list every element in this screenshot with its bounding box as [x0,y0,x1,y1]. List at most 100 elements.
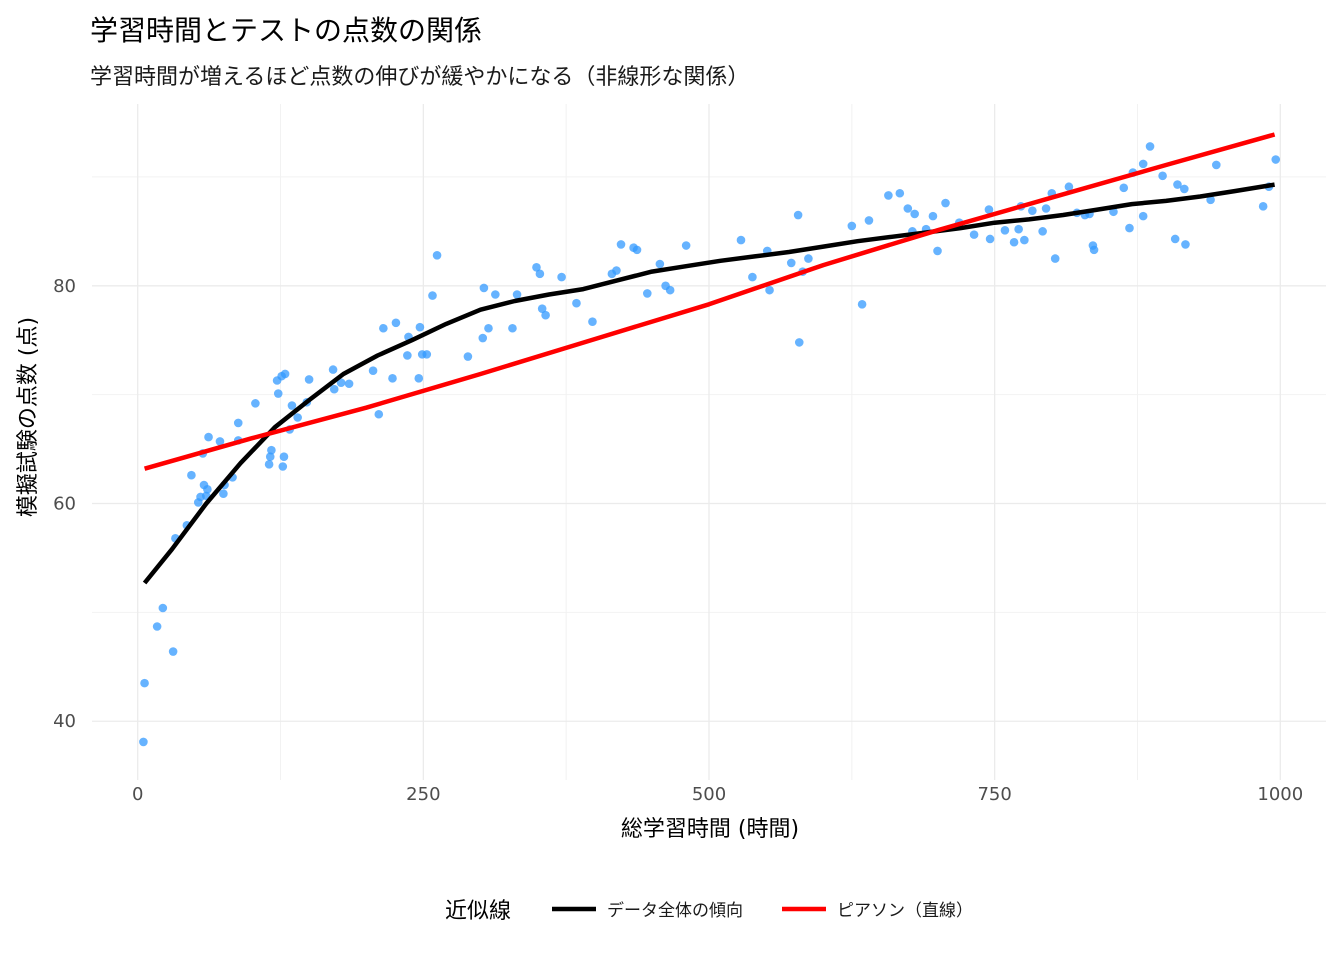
data-point [273,389,283,398]
data-point [541,310,550,320]
data-point [537,304,547,313]
data-point [203,485,212,494]
data-point [665,285,675,295]
data-point [1271,155,1281,164]
data-point [512,290,522,299]
x-tick-label: 500 [692,784,726,805]
data-point [158,603,168,613]
y-tick-label: 80 [53,276,76,297]
data-point [293,413,302,422]
data-point [491,290,500,299]
x-tick-label: 0 [132,784,143,805]
data-point [969,230,979,239]
data-point [304,375,314,384]
data-point [748,272,757,282]
data-point [643,289,652,298]
data-point [794,338,804,347]
data-point [479,283,489,293]
data-point [204,432,213,442]
data-point [1041,204,1051,213]
data-point [535,269,545,279]
data-point [187,470,196,480]
data-point [616,240,626,249]
data-point [1050,254,1060,263]
data-point [1089,245,1099,255]
x-tick-label: 750 [977,784,1011,805]
data-point [379,323,388,333]
data-point [910,209,919,219]
data-point [415,322,425,332]
data-point [329,384,339,394]
data-point [857,299,867,309]
data-point [391,318,401,328]
data-point [344,379,354,389]
y-tick-label: 40 [53,711,76,732]
data-point [1173,180,1182,189]
data-point [1020,235,1029,245]
legend-title: 近似線 [445,899,511,924]
data-point [233,418,243,428]
legend-label-overall: データ全体の傾向 [607,900,743,921]
trend-line-overall [142,182,1275,585]
data-point [847,221,857,231]
data-point [655,259,665,269]
data-point [140,678,149,688]
data-point [588,317,597,327]
data-point [1206,195,1215,205]
grid-major [92,104,1326,780]
data-point [1258,202,1268,211]
data-points [139,142,1281,747]
data-point [572,298,581,308]
data-point [1028,206,1037,215]
data-point [1038,227,1047,236]
data-point [463,352,473,361]
y-tick-label: 60 [53,494,76,515]
data-point [414,374,424,383]
data-point [168,647,178,656]
chart-subtitle: 学習時間が増えるほど点数の伸びが緩やかになる（非線形な関係） [90,65,749,90]
data-point [532,262,541,272]
data-point [1014,224,1023,234]
data-point [328,365,338,374]
data-point [612,266,621,275]
trend-line-pearson [143,132,1276,471]
y-axis-title: 模擬試験の点数 (点) [16,317,41,517]
data-point [804,254,813,263]
data-point [864,216,874,225]
data-point [336,378,346,387]
data-point [681,241,691,250]
data-point [484,323,493,333]
data-point [793,210,803,220]
data-point [508,323,517,333]
data-point [287,401,297,410]
data-point [265,452,275,461]
y-axis-ticks: 40 60 80 [53,276,76,732]
data-point [478,333,488,343]
data-point [280,369,290,379]
data-point [765,285,774,295]
data-point [219,489,228,499]
data-point [403,351,412,360]
x-axis-ticks: 0 250 500 750 1000 [132,784,1303,805]
plot-area [92,104,1326,780]
data-point [1009,237,1019,247]
data-point [1138,211,1148,221]
chart-title: 学習時間とテストの点数の関係 [90,14,482,47]
data-point [941,198,950,208]
data-point [152,622,162,631]
data-point [903,204,913,213]
x-tick-label: 250 [406,784,440,805]
data-point [1119,183,1129,193]
data-point [374,409,384,419]
data-point [215,437,225,446]
data-point [1180,184,1189,194]
data-point [368,366,378,375]
data-point [1181,240,1190,249]
data-point [985,234,995,244]
data-point [1158,171,1167,181]
data-point [1064,182,1074,192]
x-axis-title: 総学習時間 (時間) [621,817,799,842]
data-point [279,452,289,461]
data-point [251,399,260,408]
